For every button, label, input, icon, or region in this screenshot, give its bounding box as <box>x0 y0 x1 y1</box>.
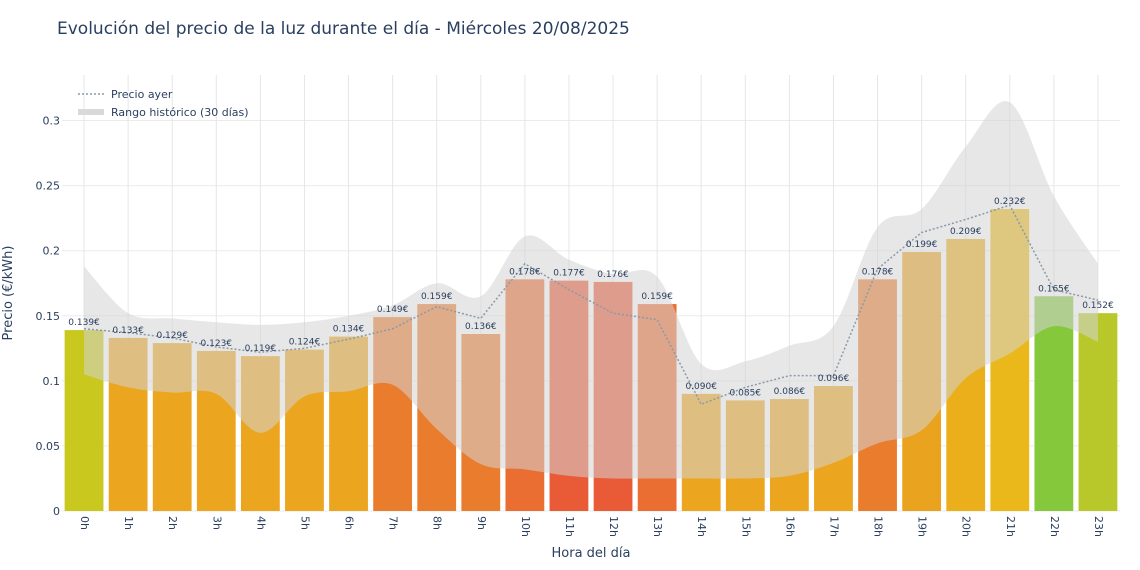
x-axis-title: Hora del día <box>552 546 631 561</box>
bar-value-label: 0.159€ <box>421 292 453 302</box>
y-tick-label: 0.2 <box>43 245 61 258</box>
x-tick-label: 6h <box>343 516 356 530</box>
x-tick-label: 14h <box>695 516 708 537</box>
y-tick-label: 0.1 <box>43 375 61 388</box>
bar-value-label: 0.119€ <box>245 344 277 354</box>
bar-value-label: 0.176€ <box>597 270 629 280</box>
bar-value-label: 0.090€ <box>685 382 717 392</box>
chart-title: Evolución del precio de la luz durante e… <box>57 19 630 39</box>
x-tick-label: 19h <box>916 516 929 537</box>
bar-22h[interactable] <box>1034 296 1074 511</box>
bar-value-label: 0.177€ <box>553 269 585 279</box>
bar-value-label: 0.178€ <box>509 267 541 277</box>
bar-value-label: 0.133€ <box>112 326 144 336</box>
bar-value-label: 0.149€ <box>377 305 409 315</box>
bar-value-label: 0.134€ <box>333 325 365 335</box>
legend-band-swatch <box>78 109 104 115</box>
bar-value-label: 0.123€ <box>201 339 233 349</box>
bar-value-label: 0.124€ <box>289 338 321 348</box>
x-tick-label: 21h <box>1004 516 1017 537</box>
x-tick-label: 4h <box>254 516 267 530</box>
legend-item-yesterday[interactable]: Precio ayer <box>111 88 173 101</box>
x-tick-label: 13h <box>651 516 664 537</box>
bar-value-label: 0.129€ <box>156 331 188 341</box>
x-tick-label: 10h <box>519 516 532 537</box>
bar-value-label: 0.086€ <box>774 387 806 397</box>
yesterday-line-layer <box>83 204 1099 406</box>
bar-value-label: 0.136€ <box>465 322 497 332</box>
x-tick-label: 18h <box>872 516 885 537</box>
x-tick-label: 5h <box>298 516 311 530</box>
axis-layer: 0 0.05 0.1 0.15 0.2 0.25 0.3 0h 1h 2h 3h 4h 5h 6h 7h 8h… <box>1 115 1105 561</box>
bar-value-label: 0.085€ <box>730 388 762 398</box>
y-tick-label: 0.05 <box>36 440 61 453</box>
bar-value-label: 0.159€ <box>641 292 673 302</box>
x-tick-label: 7h <box>387 516 400 530</box>
x-tick-label: 2h <box>166 516 179 530</box>
bar-value-label: 0.209€ <box>950 227 982 237</box>
bar-value-label: 0.152€ <box>1082 301 1114 311</box>
legend[interactable]: Precio ayer Rango histórico (30 días) <box>78 88 249 119</box>
x-tick-label: 3h <box>210 516 223 530</box>
bar-value-label: 0.232€ <box>994 197 1026 207</box>
y-tick-label: 0.15 <box>36 310 61 323</box>
bar-value-label: 0.178€ <box>862 267 894 277</box>
bar-23h[interactable] <box>1078 313 1118 511</box>
x-tick-label: 11h <box>563 516 576 537</box>
historical-range-band <box>84 101 1098 479</box>
x-tick-label: 0h <box>78 516 91 530</box>
x-tick-label: 20h <box>960 516 973 537</box>
y-tick-label: 0 <box>53 505 60 518</box>
bar-labels-layer: 0.139€ 0.133€ 0.129€ 0.123€ 0.119€ 0.124€ 0.13… <box>68 197 1114 398</box>
x-tick-label: 8h <box>431 516 444 530</box>
bar-value-label: 0.139€ <box>68 318 100 328</box>
x-tick-label: 22h <box>1048 516 1061 537</box>
x-tick-label: 17h <box>827 516 840 537</box>
historical-band-layer <box>84 101 1098 479</box>
y-axis-title: Precio (€/kWh) <box>1 246 16 341</box>
bar-value-label: 0.199€ <box>906 240 938 250</box>
x-tick-label: 16h <box>783 516 796 537</box>
yesterday-price-line <box>83 204 1099 406</box>
x-tick-label: 15h <box>739 516 752 537</box>
legend-item-historical-range[interactable]: Rango histórico (30 días) <box>111 106 249 119</box>
x-tick-label: 12h <box>607 516 620 537</box>
bar-value-label: 0.096€ <box>818 374 850 384</box>
y-tick-label: 0.25 <box>36 180 61 193</box>
y-tick-label: 0.3 <box>43 115 61 128</box>
x-tick-label: 9h <box>475 516 488 530</box>
x-tick-label: 23h <box>1092 516 1105 537</box>
x-tick-label: 1h <box>122 516 135 530</box>
bar-value-label: 0.165€ <box>1038 284 1070 294</box>
